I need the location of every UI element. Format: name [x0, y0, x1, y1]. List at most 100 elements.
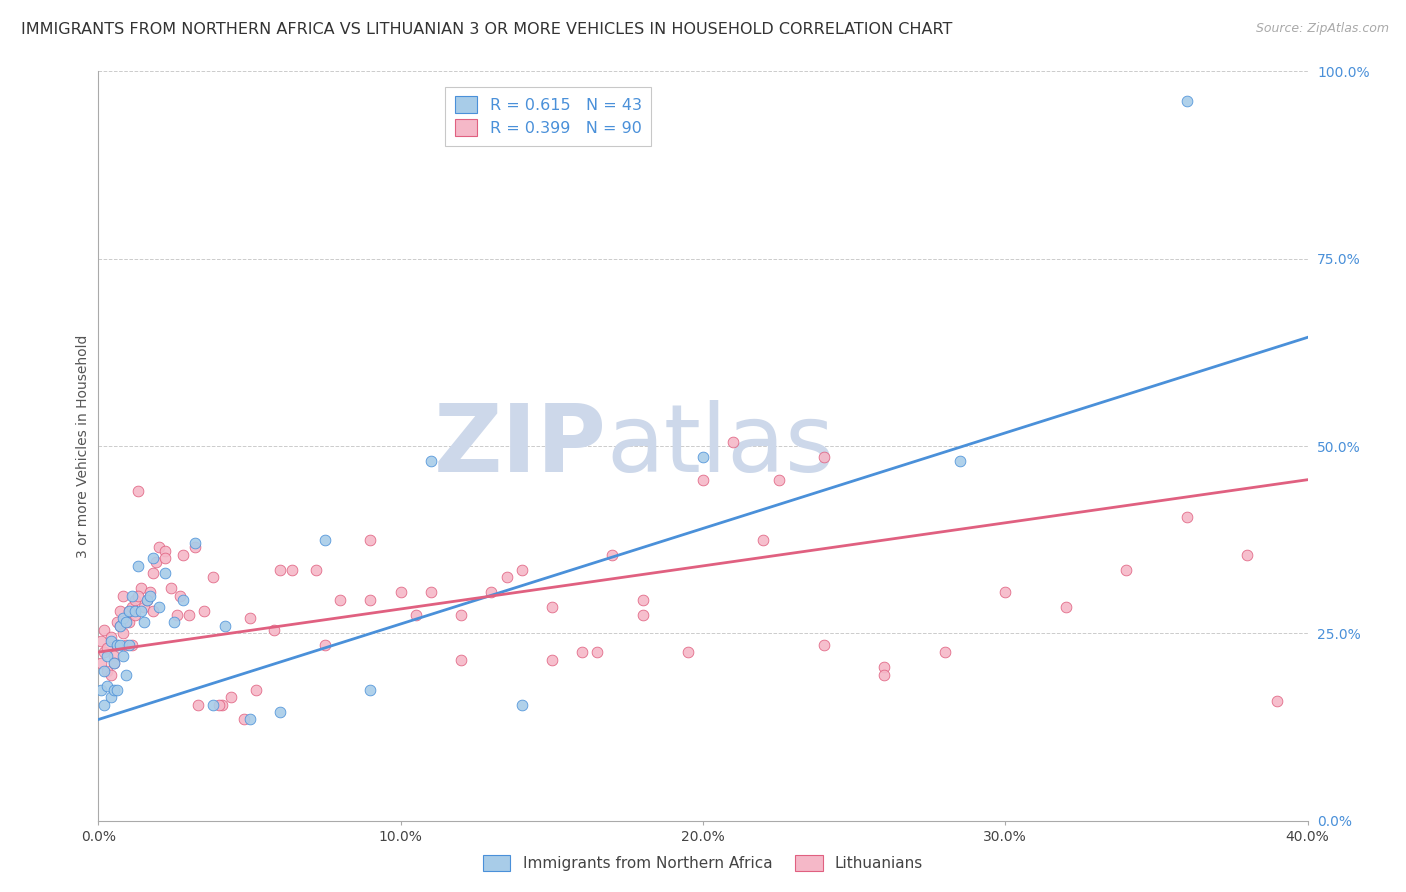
Point	[90, 657, 112, 671]
Point	[239, 611, 262, 625]
Point	[124, 604, 146, 618]
Point	[129, 582, 152, 596]
Point	[540, 600, 562, 615]
Point	[184, 540, 207, 554]
Point	[1115, 563, 1137, 577]
Point	[103, 657, 125, 671]
Point	[450, 607, 472, 622]
Point	[676, 645, 699, 659]
Point	[121, 600, 143, 615]
Point	[96, 679, 118, 693]
Point	[994, 585, 1017, 599]
Point	[305, 563, 328, 577]
Point	[602, 548, 624, 562]
Point	[96, 664, 118, 678]
Point	[450, 652, 472, 666]
Point	[103, 682, 125, 697]
Point	[118, 604, 141, 618]
Point	[934, 645, 956, 659]
Point	[723, 435, 745, 450]
Point	[389, 585, 412, 599]
Point	[692, 450, 714, 465]
Point	[281, 563, 304, 577]
Point	[118, 615, 141, 629]
Point	[105, 638, 128, 652]
Point	[139, 589, 162, 603]
Point	[135, 592, 157, 607]
Point	[90, 682, 112, 697]
Point	[100, 633, 122, 648]
Point	[752, 533, 775, 547]
Point	[481, 585, 503, 599]
Point	[571, 645, 593, 659]
Point	[160, 582, 183, 596]
Point	[631, 592, 654, 607]
Point	[269, 563, 291, 577]
Point	[420, 585, 443, 599]
Point	[179, 607, 201, 622]
Point	[105, 682, 128, 697]
Point	[169, 589, 191, 603]
Point	[510, 698, 533, 712]
Point	[211, 698, 233, 712]
Point	[127, 558, 149, 573]
Point	[1175, 510, 1198, 524]
Point	[105, 638, 128, 652]
Text: atlas: atlas	[606, 400, 835, 492]
Point	[142, 604, 165, 618]
Text: IMMIGRANTS FROM NORTHERN AFRICA VS LITHUANIAN 3 OR MORE VEHICLES IN HOUSEHOLD CO: IMMIGRANTS FROM NORTHERN AFRICA VS LITHU…	[21, 22, 952, 37]
Y-axis label: 3 or more Vehicles in Household: 3 or more Vehicles in Household	[76, 334, 90, 558]
Point	[100, 667, 122, 681]
Point	[111, 648, 134, 663]
Point	[202, 698, 225, 712]
Point	[1236, 548, 1258, 562]
Point	[360, 533, 382, 547]
Point	[93, 645, 115, 659]
Point	[314, 533, 336, 547]
Text: ZIP: ZIP	[433, 400, 606, 492]
Point	[111, 611, 134, 625]
Point	[108, 619, 131, 633]
Point	[100, 630, 122, 644]
Point	[132, 600, 155, 615]
Point	[269, 705, 291, 719]
Point	[405, 607, 427, 622]
Point	[187, 698, 209, 712]
Point	[813, 450, 835, 465]
Point	[111, 626, 134, 640]
Point	[114, 638, 136, 652]
Point	[118, 604, 141, 618]
Point	[121, 589, 143, 603]
Point	[111, 589, 134, 603]
Point	[127, 589, 149, 603]
Point	[221, 690, 243, 704]
Point	[873, 667, 896, 681]
Point	[1175, 95, 1198, 109]
Point	[121, 638, 143, 652]
Point	[873, 660, 896, 674]
Point	[813, 638, 835, 652]
Point	[132, 615, 155, 629]
Point	[540, 652, 562, 666]
Point	[135, 592, 157, 607]
Point	[208, 698, 231, 712]
Point	[103, 657, 125, 671]
Point	[193, 604, 215, 618]
Point	[129, 604, 152, 618]
Point	[142, 566, 165, 581]
Point	[586, 645, 609, 659]
Point	[1267, 694, 1289, 708]
Text: Source: ZipAtlas.com: Source: ZipAtlas.com	[1256, 22, 1389, 36]
Point	[631, 607, 654, 622]
Point	[153, 544, 176, 558]
Point	[139, 585, 162, 599]
Point	[239, 713, 262, 727]
Point	[949, 454, 972, 468]
Point	[114, 615, 136, 629]
Point	[96, 641, 118, 656]
Point	[1054, 600, 1077, 615]
Point	[108, 619, 131, 633]
Point	[90, 633, 112, 648]
Point	[232, 713, 254, 727]
Point	[153, 566, 176, 581]
